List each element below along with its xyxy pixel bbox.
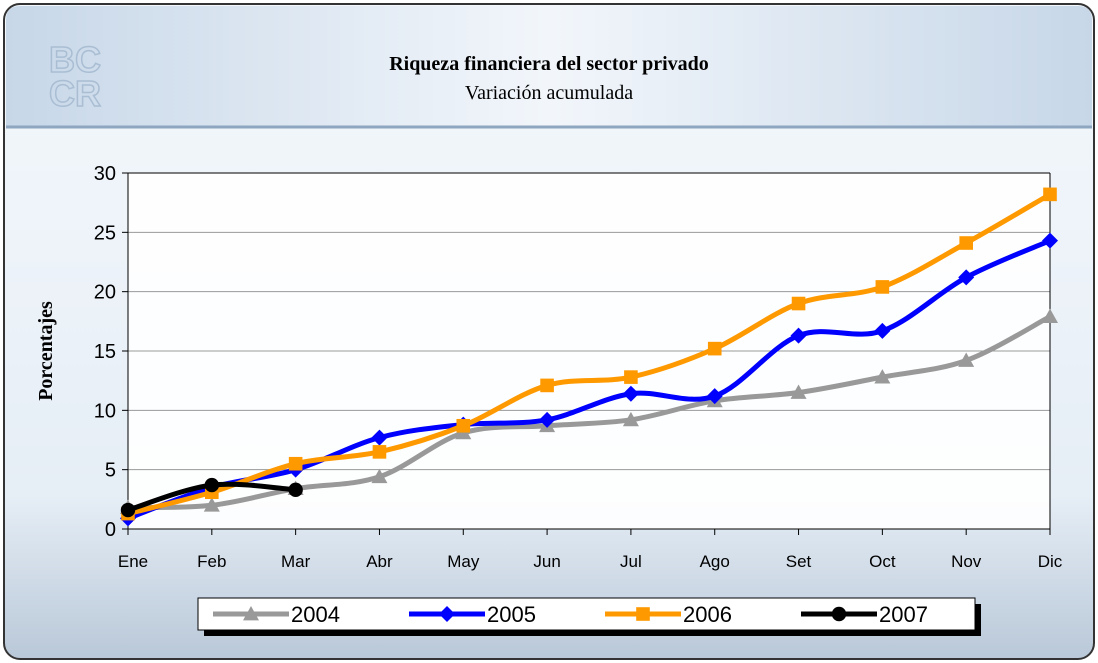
marker bbox=[1043, 188, 1057, 202]
x-tick-label: Dic bbox=[1038, 552, 1063, 571]
marker bbox=[959, 236, 973, 250]
x-tick-label: Feb bbox=[197, 552, 226, 571]
chart-title: Riqueza financiera del sector privado bbox=[389, 53, 709, 75]
legend-label: 2004 bbox=[291, 602, 340, 627]
chart-subtitle: Variación acumulada bbox=[465, 82, 633, 104]
x-tick-label: Jun bbox=[533, 552, 560, 571]
x-tick-label: May bbox=[447, 552, 480, 571]
legend-label: 2005 bbox=[487, 602, 536, 627]
y-tick-label: 15 bbox=[94, 341, 116, 363]
marker bbox=[876, 280, 890, 294]
x-tick-label: Mar bbox=[281, 552, 311, 571]
marker bbox=[373, 445, 387, 459]
x-tick-label: Ene bbox=[118, 552, 148, 571]
legend-label: 2006 bbox=[683, 602, 732, 627]
y-axis-label: Porcentajes bbox=[35, 301, 57, 401]
x-tick-label: Nov bbox=[951, 552, 982, 571]
logo: CR bbox=[49, 73, 101, 114]
legend-label: 2007 bbox=[879, 602, 928, 627]
x-tick-label: Set bbox=[786, 552, 812, 571]
marker bbox=[205, 478, 219, 492]
y-tick-label: 20 bbox=[94, 282, 116, 304]
y-tick-label: 30 bbox=[94, 163, 116, 185]
page: BC CR Riqueza financiera del sector priv… bbox=[0, 0, 1098, 663]
x-tick-label: Oct bbox=[869, 552, 896, 571]
marker bbox=[540, 379, 554, 393]
y-tick-label: 5 bbox=[105, 460, 116, 482]
marker bbox=[624, 370, 638, 384]
y-tick-label: 25 bbox=[94, 222, 116, 244]
legend-marker bbox=[832, 607, 846, 621]
legend-marker bbox=[636, 607, 650, 621]
x-tick-label: Ago bbox=[700, 552, 730, 571]
chart: BC CR Riqueza financiera del sector priv… bbox=[0, 0, 1098, 663]
x-tick-label: Abr bbox=[366, 552, 393, 571]
y-tick-label: 0 bbox=[105, 519, 116, 541]
marker bbox=[288, 483, 302, 497]
x-tick-label: Jul bbox=[620, 552, 642, 571]
y-tick-label: 10 bbox=[94, 400, 116, 422]
marker bbox=[456, 419, 470, 433]
marker bbox=[289, 457, 303, 471]
marker bbox=[792, 297, 806, 311]
marker bbox=[708, 342, 722, 356]
marker bbox=[121, 503, 135, 517]
